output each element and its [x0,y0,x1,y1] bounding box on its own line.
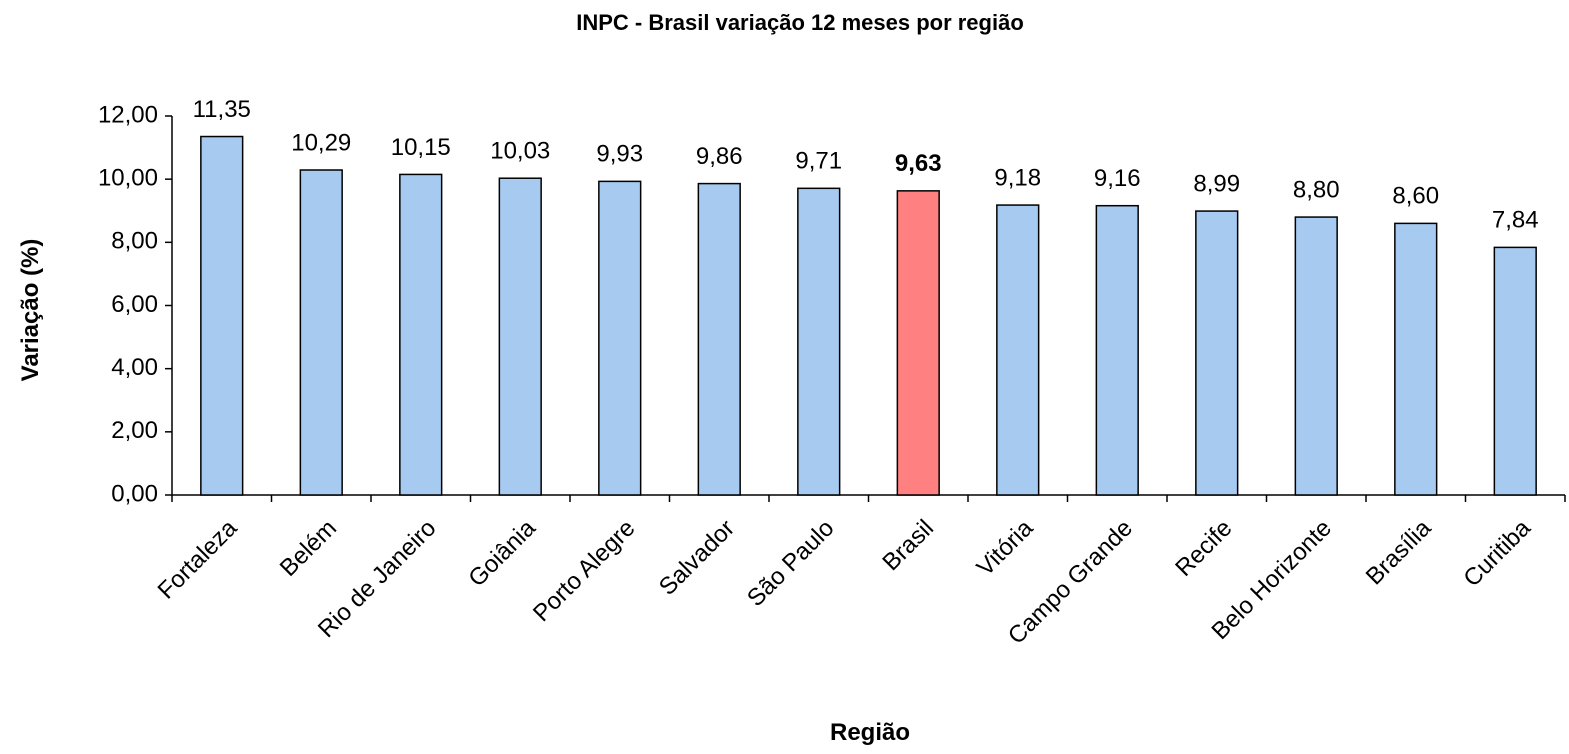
y-tick-label: 4,00 [111,354,158,381]
bar [896,190,940,496]
y-tick-label: 10,00 [98,165,158,192]
value-label: 10,15 [391,134,451,161]
bar [498,177,542,496]
y-tick-label: 6,00 [111,291,158,318]
bar [1095,204,1139,496]
y-axis-title: Variação (%) [17,239,44,382]
value-label: 11,35 [193,96,251,123]
value-label: 9,18 [994,164,1041,191]
value-label: 10,29 [291,129,351,156]
x-tick-label: São Paulo [742,515,839,612]
value-label: 8,99 [1193,170,1240,197]
bar [996,204,1040,496]
bar [1195,210,1239,496]
bar [1493,246,1537,496]
bar [697,182,741,496]
y-tick-label: 12,00 [98,101,158,128]
x-tick-label: Brasília [1361,514,1437,590]
x-tick-label: Brasil [877,515,939,577]
y-tick-label: 0,00 [111,480,158,507]
value-label: 8,60 [1392,183,1439,210]
x-tick-label: Recife [1170,515,1237,582]
x-tick-label: Fortaleza [153,514,243,604]
x-tick-label: Porto Alegre [528,515,640,627]
x-tick-label: Salvador [654,515,740,601]
chart-title: INPC - Brasil variação 12 meses por regi… [576,10,1024,35]
x-tick-label: Belém [275,515,342,582]
value-label: 10,03 [490,138,550,165]
value-label: 9,93 [596,141,643,168]
value-label: 8,80 [1293,176,1340,203]
x-axis-title: Região [830,719,910,746]
y-tick-label: 2,00 [111,417,158,444]
bar [200,135,244,496]
x-tick-label: Vitória [972,514,1039,581]
value-label: 7,84 [1492,207,1539,234]
bar [1394,222,1438,496]
bar [1294,216,1338,496]
value-label: 9,63 [895,150,942,177]
bar [598,180,642,496]
bar [299,169,343,496]
bar [797,187,841,496]
value-label: 9,71 [795,148,842,175]
value-label: 9,86 [696,143,743,170]
value-label: 9,16 [1094,165,1141,192]
bar [399,173,443,496]
x-tick-label: Goiânia [463,514,541,592]
y-tick-label: 8,00 [111,228,158,255]
x-tick-label: Curitiba [1458,514,1536,592]
